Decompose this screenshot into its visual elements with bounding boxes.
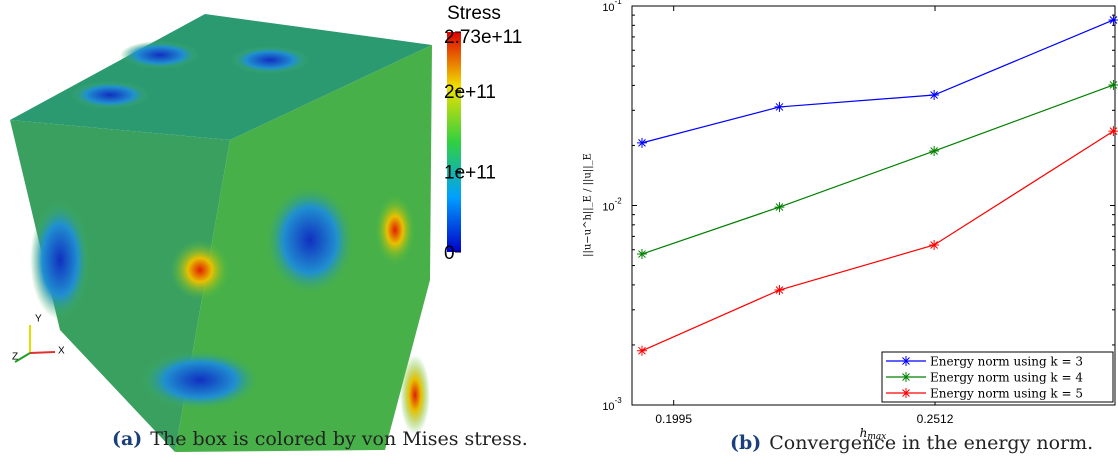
y-tick-label: 10-1 [602,0,622,14]
y-axis-label: ||u−u^h||_E / ||u||_E [583,153,594,257]
x-tick-label: 0.2512 [917,412,954,426]
marker [1108,80,1118,90]
marker [929,240,939,250]
cube-render [10,14,432,452]
legend-label: Energy norm using k = 3 [930,355,1083,369]
series-line [642,131,1113,351]
series-line [642,85,1113,254]
legend-label: Energy norm using k = 5 [930,387,1083,401]
triad-label: Y [35,314,42,325]
marker [774,285,784,295]
marker [929,90,939,100]
legend-label: Energy norm using k = 4 [930,371,1083,385]
legend-marker [901,388,911,398]
figure: Y X Z Stress 2.73e+11 2e+11 1e+11 0 0.1995 0… [0,0,1118,466]
marker [1108,15,1118,25]
caption-a: (a) The box is colored by von Mises stres… [112,428,528,450]
colorbar-title: Stress [447,3,501,24]
caption-label: (b) [730,432,761,454]
caption-text: Convergence in the energy norm. [769,432,1093,454]
marker [774,102,784,112]
marker [637,249,647,259]
caption-text: The box is colored by von Mises stress. [150,428,528,450]
marker [1108,126,1118,136]
marker [637,346,647,356]
caption-b: (b) Convergence in the energy norm. [730,432,1093,454]
y-tick-exponent: -1 [615,0,623,6]
colorbar-tick-label: 0 [444,243,455,264]
triad-label: Z [12,352,18,363]
colorbar-tick-label: 1e+11 [444,162,496,183]
x-tick-label: 0.1995 [655,412,692,426]
y-tick-label: 10-3 [602,396,622,413]
colorbar-tick-label: 2e+11 [444,82,496,103]
y-tick-label: 10-2 [602,197,622,214]
colorbar [447,32,461,252]
marker [929,146,939,156]
colorbar-tick-label: 2.73e+11 [444,27,522,48]
y-tick-exponent: -2 [615,197,623,206]
legend-marker [901,372,911,382]
marker [774,202,784,212]
series-line [642,20,1113,143]
triad-label: X [58,346,65,357]
legend-marker [901,356,911,366]
marker [637,138,647,148]
y-tick-exponent: -3 [615,396,623,405]
y-tick-base: 10 [602,401,614,413]
plot-frame [632,6,1115,405]
y-tick-base: 10 [602,2,614,14]
axes-triad: Y X Z [12,314,65,363]
caption-label: (a) [112,428,142,450]
y-tick-base: 10 [602,201,614,213]
